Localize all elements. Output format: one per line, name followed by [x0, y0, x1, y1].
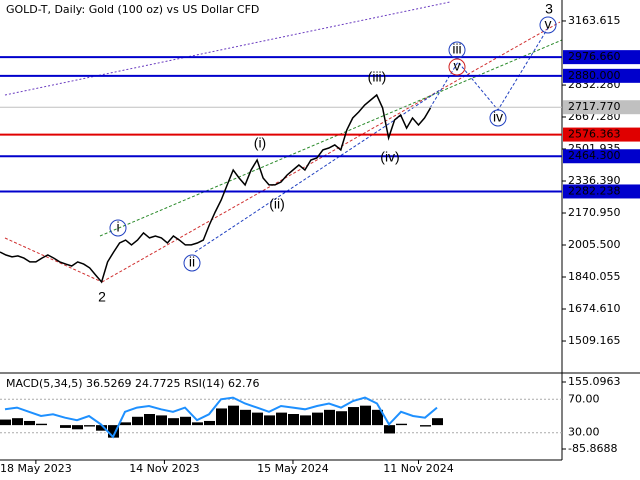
- wave-label: ii: [189, 254, 195, 270]
- macd-bar: [192, 422, 203, 426]
- x-tick-label: 14 Nov 2023: [129, 462, 199, 475]
- channel-line: [4, 237, 103, 283]
- macd-bar: [312, 412, 323, 426]
- macd-bar: [252, 412, 263, 426]
- y-tick-label: 1674.610: [568, 302, 621, 315]
- y-tick-label: 3163.615: [568, 14, 621, 27]
- wave-label: (i): [254, 135, 266, 151]
- channel-line: [99, 39, 563, 237]
- macd-bar: [240, 409, 251, 426]
- x-tick-label: 11 Nov 2024: [383, 462, 453, 475]
- x-tick-label: 15 May 2024: [257, 462, 329, 475]
- macd-bar: [132, 416, 143, 426]
- level-label: 2576.363: [568, 128, 621, 141]
- level-label-box: [563, 149, 640, 164]
- macd-bar: [204, 420, 215, 426]
- wave-label: 2: [98, 289, 106, 305]
- macd-bar: [324, 409, 335, 426]
- wave-label: 3: [545, 1, 553, 17]
- wave-label: v: [545, 16, 552, 32]
- macd-bar: [180, 416, 191, 426]
- macd-bar: [396, 423, 407, 426]
- macd-bar: [84, 425, 95, 427]
- level-label-box: [563, 50, 640, 65]
- macd-bar: [384, 425, 395, 434]
- y-tick-label: 30.00: [568, 426, 600, 439]
- wave-circle: [489, 109, 507, 127]
- level-label: 2880.000: [568, 69, 621, 82]
- wave-circle: [539, 16, 557, 34]
- macd-bar: [216, 408, 227, 426]
- macd-bar: [228, 405, 239, 426]
- level-label-box: [563, 127, 640, 142]
- macd-bar: [336, 411, 347, 426]
- wave-circle: [109, 219, 127, 237]
- rsi-line: [4, 396, 438, 439]
- macd-bar: [24, 420, 35, 426]
- wave-label: iv: [493, 109, 503, 125]
- wave-label: i: [116, 219, 119, 235]
- y-tick-label: 1509.165: [568, 334, 621, 347]
- level-label: 2464.300: [568, 149, 621, 162]
- macd-bar: [276, 412, 287, 426]
- macd-bar: [432, 418, 443, 426]
- channel-line: [194, 89, 441, 253]
- macd-bar: [288, 414, 299, 426]
- y2-tick-label: 155.0963: [568, 375, 621, 388]
- indicator-title: MACD(5,34,5) 36.5269 24.7725 RSI(14) 62.…: [6, 377, 259, 390]
- macd-bar: [156, 415, 167, 426]
- y-tick-label: 2005.500: [568, 238, 621, 251]
- y-tick-label: 2336.390: [568, 174, 621, 187]
- level-label: 2976.660: [568, 50, 621, 63]
- level-label: 2717.770: [568, 100, 621, 113]
- level-label-box: [563, 68, 640, 83]
- wave-circle: [448, 41, 466, 59]
- level-label-box: [563, 100, 640, 115]
- wave-label: (ii): [269, 196, 285, 212]
- macd-bar: [120, 422, 131, 426]
- macd-bar: [348, 407, 359, 426]
- y2-tick-label: -85.8688: [568, 442, 617, 455]
- wave-label: iii: [452, 41, 461, 57]
- wave-circle: [183, 254, 201, 272]
- macd-bar: [12, 418, 23, 426]
- price-line: [0, 93, 432, 284]
- macd-bar: [0, 419, 11, 426]
- macd-bar: [144, 414, 155, 426]
- wave-label: (iii): [368, 69, 387, 85]
- wave-label: (iv): [380, 149, 399, 165]
- macd-bar: [264, 415, 275, 426]
- wave-label: v: [454, 58, 461, 74]
- y-tick-label: 2170.950: [568, 206, 621, 219]
- macd-bar: [372, 409, 383, 426]
- macd-bar: [108, 425, 119, 438]
- macd-bar: [36, 423, 47, 426]
- y-tick-label: 70.00: [568, 392, 600, 405]
- macd-bar: [300, 415, 311, 426]
- projection-line: [429, 27, 549, 111]
- macd-bar: [60, 425, 71, 428]
- y-tick-label: 1840.055: [568, 270, 621, 283]
- x-tick-label: 18 May 2023: [0, 462, 72, 475]
- macd-bar: [96, 425, 107, 431]
- level-label: 2282.238: [568, 184, 621, 197]
- macd-bar: [360, 405, 371, 426]
- macd-bar: [72, 425, 83, 430]
- macd-bar: [168, 418, 179, 426]
- chart-title: GOLD-T, Daily: Gold (100 oz) vs US Dolla…: [6, 3, 259, 16]
- macd-bar: [420, 425, 431, 427]
- wave-circle: [448, 58, 466, 76]
- level-label-box: [563, 184, 640, 199]
